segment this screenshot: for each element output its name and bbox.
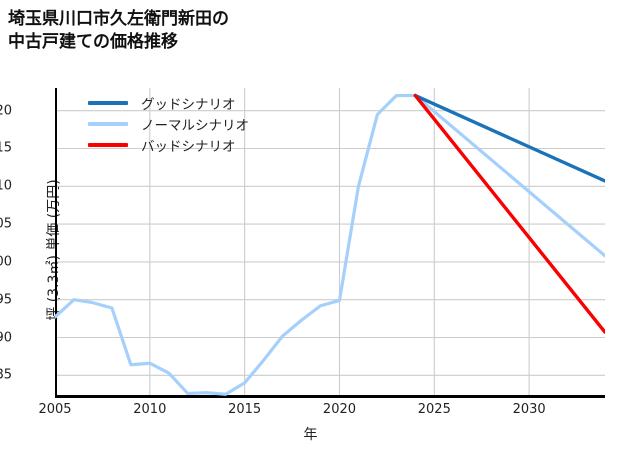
- series-line-bad: [413, 93, 605, 334]
- plot-area: [55, 88, 605, 398]
- x-tick-label: 2010: [133, 402, 167, 417]
- chart-canvas: [55, 88, 605, 398]
- legend-label: グッドシナリオ: [141, 96, 236, 113]
- x-tick-label: 2030: [512, 402, 546, 417]
- y-tick-label: 85: [0, 367, 12, 383]
- x-tick-label: 2005: [38, 402, 72, 417]
- legend-label: ノーマルシナリオ: [141, 117, 249, 134]
- legend-item[interactable]: グッドシナリオ: [88, 92, 298, 113]
- y-tick-label: 105: [0, 216, 12, 232]
- x-axis-label: 年: [303, 427, 318, 443]
- page-title: 埼玉県川口市久左衛門新田の 中古戸建ての価格推移: [8, 9, 229, 53]
- series-line-normal: [55, 93, 605, 396]
- series-line-good: [413, 93, 605, 183]
- legend-color-swatch-icon: [88, 121, 128, 126]
- y-tick-label: 90: [0, 330, 12, 345]
- legend-color-swatch-icon: [88, 100, 128, 105]
- x-tick-label: 2025: [417, 402, 451, 417]
- chart-legend: グッドシナリオ ノーマルシナリオ バッドシナリオ: [88, 92, 298, 155]
- grid-lines: [55, 88, 605, 398]
- legend-color-swatch-icon: [88, 142, 128, 147]
- axis-spines: [55, 88, 605, 398]
- y-tick-label: 115: [0, 140, 12, 156]
- y-tick-label: 110: [0, 178, 12, 194]
- x-tick-label: 2015: [228, 402, 262, 417]
- y-tick-label: 95: [0, 292, 12, 308]
- y-tick-label: 120: [0, 103, 12, 119]
- legend-label: バッドシナリオ: [141, 138, 236, 155]
- y-tick-label: 100: [0, 254, 12, 270]
- legend-item[interactable]: ノーマルシナリオ: [88, 113, 298, 134]
- legend-item[interactable]: バッドシナリオ: [88, 134, 298, 155]
- x-tick-label: 2020: [322, 402, 357, 417]
